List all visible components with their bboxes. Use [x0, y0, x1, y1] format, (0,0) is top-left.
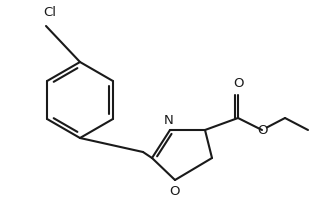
Text: O: O — [170, 185, 180, 198]
Text: O: O — [257, 123, 267, 137]
Text: Cl: Cl — [43, 5, 56, 19]
Text: N: N — [164, 114, 174, 127]
Text: O: O — [233, 77, 243, 90]
